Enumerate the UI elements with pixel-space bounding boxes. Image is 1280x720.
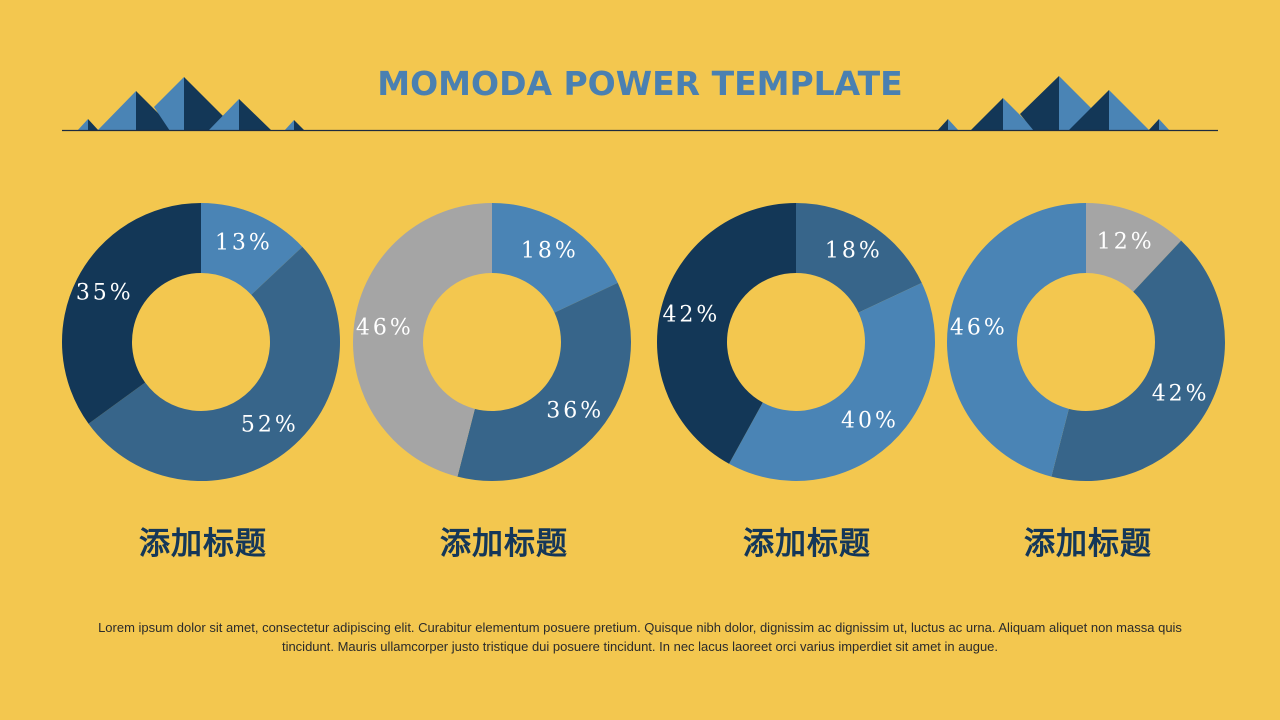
donut-segment — [88, 246, 340, 481]
donut-segment — [656, 203, 796, 464]
segment-percent-label: 35% — [75, 280, 134, 306]
donut-segment — [62, 203, 202, 424]
mountain-right-group — [937, 76, 1170, 131]
segment-percent-label: 18% — [520, 238, 579, 264]
chart-4-heading: 添加标题 — [1024, 526, 1152, 562]
chart-1-heading: 添加标题 — [139, 526, 267, 562]
donut-segment — [1086, 203, 1182, 292]
donut-segment — [201, 203, 303, 295]
segment-percent-label: 46% — [355, 315, 414, 341]
segment-percent-label: 18% — [824, 238, 883, 264]
mountains-left-decoration — [62, 76, 1218, 132]
segment-percent-label: 36% — [546, 398, 605, 424]
donut-chart-2: 18% 36% 46% — [350, 200, 634, 484]
donut-segment — [946, 203, 1086, 477]
page-title: MOMODA POWER TEMPLATE — [377, 64, 903, 103]
donut-segment — [729, 282, 935, 481]
donut-segment — [457, 282, 631, 481]
donut-chart-3: 18% 40% 42% — [654, 200, 938, 484]
segment-percent-label: 13% — [214, 230, 273, 256]
segment-percent-label: 40% — [840, 408, 899, 434]
mountain-left-group — [77, 77, 305, 131]
donut-chart-1: 13% 52% 35% — [59, 200, 343, 484]
segment-percent-label: 12% — [1096, 229, 1155, 255]
donut-segment — [1051, 240, 1225, 482]
segment-percent-label: 42% — [662, 302, 721, 328]
chart-3-heading: 添加标题 — [743, 526, 871, 562]
donut-segment — [492, 203, 618, 313]
segment-percent-label: 46% — [949, 315, 1008, 341]
donut-chart-4: 12% 42% 46% — [944, 200, 1228, 484]
chart-2-heading: 添加标题 — [440, 526, 568, 562]
segment-percent-label: 42% — [1151, 381, 1210, 407]
donut-segment — [352, 203, 492, 477]
donut-segment — [796, 203, 922, 313]
body-paragraph: Lorem ipsum dolor sit amet, consectetur … — [98, 620, 1182, 654]
segment-percent-label: 52% — [240, 412, 299, 438]
